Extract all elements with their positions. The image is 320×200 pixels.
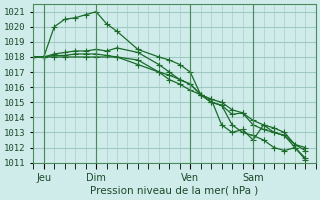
X-axis label: Pression niveau de la mer( hPa ): Pression niveau de la mer( hPa ) (91, 186, 259, 196)
